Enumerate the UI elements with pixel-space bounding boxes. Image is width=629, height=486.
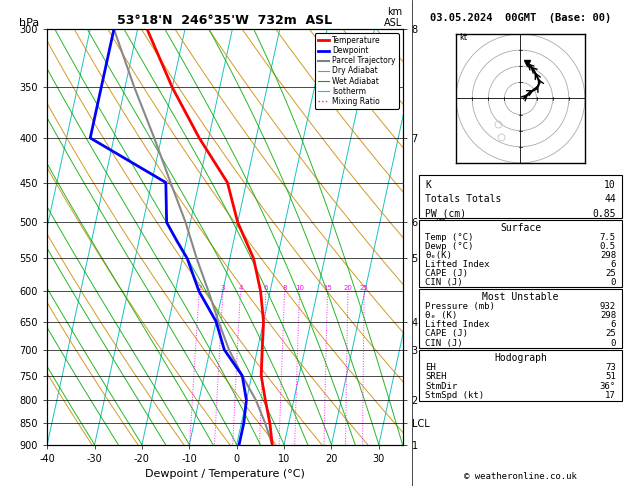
Text: K: K (425, 180, 431, 190)
X-axis label: Dewpoint / Temperature (°C): Dewpoint / Temperature (°C) (145, 469, 305, 479)
Text: 0.5: 0.5 (600, 242, 616, 251)
Text: Dewp (°C): Dewp (°C) (425, 242, 474, 251)
Text: 6: 6 (611, 260, 616, 269)
Text: Lifted Index: Lifted Index (425, 320, 489, 329)
Bar (418, 350, 623, 401)
Bar (418, 220, 623, 287)
Text: 36°: 36° (600, 382, 616, 391)
Text: StmSpd (kt): StmSpd (kt) (425, 391, 484, 400)
Text: 10: 10 (604, 180, 616, 190)
Text: 10: 10 (295, 285, 304, 291)
Text: 20: 20 (343, 285, 352, 291)
Text: Totals Totals: Totals Totals (425, 194, 501, 204)
Text: Surface: Surface (500, 223, 541, 233)
Text: CAPE (J): CAPE (J) (425, 269, 468, 278)
Y-axis label: Mixing Ratio (g/kg): Mixing Ratio (g/kg) (436, 191, 446, 283)
Text: © weatheronline.co.uk: © weatheronline.co.uk (464, 472, 577, 481)
Text: 17: 17 (605, 391, 616, 400)
Title: 53°18'N  246°35'W  732m  ASL: 53°18'N 246°35'W 732m ASL (117, 14, 333, 27)
Text: 298: 298 (600, 251, 616, 260)
Bar (418, 175, 623, 218)
Text: 73: 73 (605, 363, 616, 371)
Text: Hodograph: Hodograph (494, 353, 547, 363)
Text: 15: 15 (323, 285, 332, 291)
Text: 298: 298 (600, 311, 616, 320)
Text: 3: 3 (221, 285, 225, 291)
Text: 0: 0 (611, 339, 616, 348)
Text: 44: 44 (604, 194, 616, 204)
Text: 0.85: 0.85 (593, 208, 616, 219)
Text: Temp (°C): Temp (°C) (425, 233, 474, 242)
Text: CAPE (J): CAPE (J) (425, 330, 468, 338)
Text: 2: 2 (197, 285, 201, 291)
Text: 7.5: 7.5 (600, 233, 616, 242)
Text: km
ASL: km ASL (384, 7, 403, 28)
Text: 03.05.2024  00GMT  (Base: 00): 03.05.2024 00GMT (Base: 00) (430, 13, 611, 23)
Text: 51: 51 (605, 372, 616, 381)
Text: Lifted Index: Lifted Index (425, 260, 489, 269)
Text: 6: 6 (611, 320, 616, 329)
Text: PW (cm): PW (cm) (425, 208, 466, 219)
Text: kt: kt (459, 34, 467, 42)
Text: 932: 932 (600, 301, 616, 311)
Text: θₑ(K): θₑ(K) (425, 251, 452, 260)
Text: 8: 8 (282, 285, 287, 291)
Text: 25: 25 (360, 285, 369, 291)
Text: 6: 6 (264, 285, 268, 291)
Text: Pressure (mb): Pressure (mb) (425, 301, 495, 311)
Text: CIN (J): CIN (J) (425, 278, 463, 287)
Text: θₑ (K): θₑ (K) (425, 311, 457, 320)
Text: CIN (J): CIN (J) (425, 339, 463, 348)
Text: hPa: hPa (19, 18, 39, 28)
Text: SREH: SREH (425, 372, 447, 381)
Text: 4: 4 (238, 285, 243, 291)
Text: 25: 25 (605, 269, 616, 278)
Text: Most Unstable: Most Unstable (482, 292, 559, 302)
Text: 25: 25 (605, 330, 616, 338)
Text: 0: 0 (611, 278, 616, 287)
Bar (418, 289, 623, 348)
Text: EH: EH (425, 363, 436, 371)
Legend: Temperature, Dewpoint, Parcel Trajectory, Dry Adiabat, Wet Adiabat, Isotherm, Mi: Temperature, Dewpoint, Parcel Trajectory… (314, 33, 399, 109)
Text: StmDir: StmDir (425, 382, 457, 391)
